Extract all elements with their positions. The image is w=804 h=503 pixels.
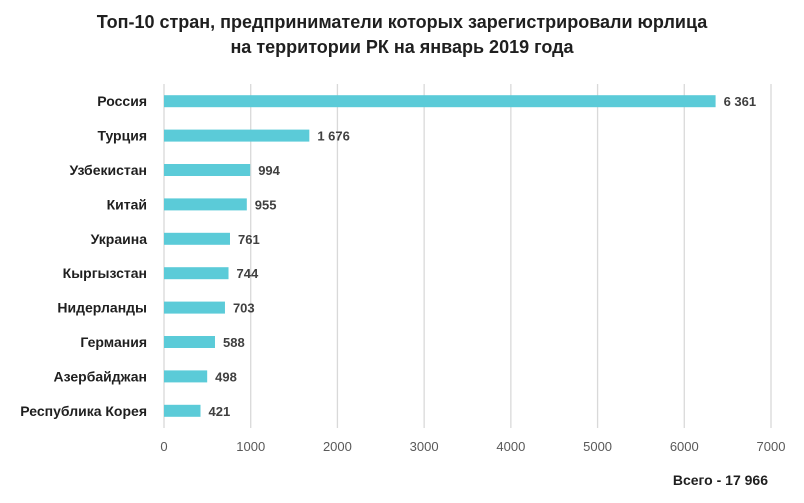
category-label: Китай — [107, 196, 147, 212]
bar — [164, 198, 247, 211]
x-tick-label: 0 — [160, 439, 167, 454]
bar — [164, 301, 225, 314]
value-label: 1 676 — [317, 129, 350, 144]
total-note: Всего - 17 966 — [672, 472, 768, 488]
x-tick-label: 1000 — [236, 439, 265, 454]
x-tick-label: 7000 — [757, 439, 786, 454]
bar — [164, 232, 230, 245]
chart-title-line-1: Топ-10 стран, предприниматели которых за… — [96, 12, 708, 32]
category-labels: Россия Турция Узбекистан Китай Украина Кыргыз… — [20, 93, 147, 419]
bar — [164, 370, 208, 383]
chart-title: Топ-10 стран, предприниматели которых за… — [0, 10, 804, 60]
value-label: 994 — [258, 163, 280, 178]
value-label: 498 — [215, 369, 237, 384]
value-label: 955 — [255, 197, 277, 212]
x-tick-label: 2000 — [323, 439, 352, 454]
category-label: Турция — [97, 128, 147, 144]
value-labels: 6 361 1 676 994 955 761 744 703 588 498 421 — [209, 94, 757, 419]
chart-title-line-2: на территории РК на январь 2019 года — [230, 37, 574, 57]
bar — [164, 164, 251, 176]
category-label: Азербайджан — [54, 368, 148, 384]
x-axis-ticks: 0 1000 2000 3000 4000 5000 6000 7000 — [160, 439, 785, 454]
category-label: Украина — [91, 231, 148, 247]
category-label: Республика Корея — [20, 403, 147, 419]
x-tick-label: 6000 — [670, 439, 699, 454]
value-label: 588 — [223, 335, 245, 350]
bar — [164, 336, 215, 348]
category-label: Кыргызстан — [63, 265, 147, 281]
bar — [164, 129, 310, 142]
value-label: 6 361 — [724, 94, 757, 109]
bar — [164, 267, 229, 280]
value-label: 761 — [238, 232, 260, 247]
x-tick-label: 5000 — [583, 439, 612, 454]
category-label: Узбекистан — [69, 162, 147, 178]
bar — [164, 95, 716, 108]
x-tick-label: 4000 — [496, 439, 525, 454]
bars — [164, 95, 716, 417]
x-tick-label: 3000 — [410, 439, 439, 454]
category-label: Нидерланды — [57, 300, 147, 316]
category-label: Германия — [80, 334, 147, 350]
value-label: 703 — [233, 301, 255, 316]
category-label: Россия — [97, 93, 147, 109]
value-label: 421 — [209, 404, 231, 419]
bar — [164, 404, 201, 417]
value-label: 744 — [237, 266, 259, 281]
